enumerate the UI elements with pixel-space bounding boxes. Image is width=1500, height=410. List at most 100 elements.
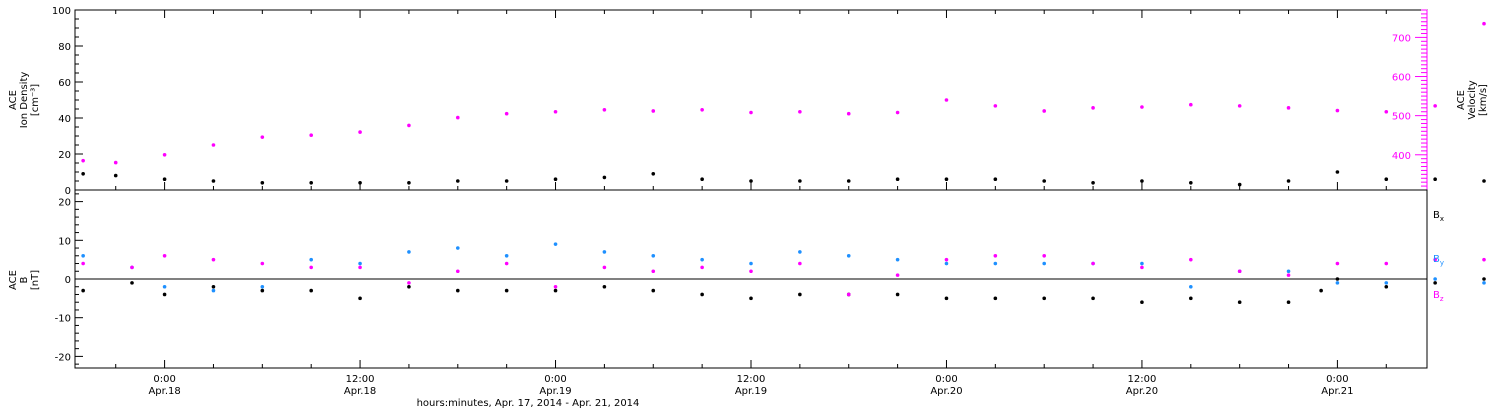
x-tick-date: Apr.20: [930, 386, 962, 397]
x-tick-date: Apr.19: [735, 386, 767, 397]
bx-point: [1189, 296, 1193, 301]
bz-point: [358, 265, 362, 270]
velocity-point: [700, 107, 704, 112]
density-tick-label: 80: [58, 42, 71, 53]
density-point: [1140, 179, 1144, 183]
by-point: [944, 261, 949, 266]
density-point: [211, 179, 216, 183]
density-tick-label: 100: [52, 6, 71, 17]
density-point: [309, 181, 313, 185]
density-tick-label: 60: [58, 78, 71, 89]
legend-bz-name: B: [1433, 290, 1440, 301]
bx-point: [1482, 277, 1486, 281]
density-point: [1042, 179, 1047, 183]
density-point: [113, 173, 118, 178]
bz-point: [846, 292, 851, 297]
bx-point: [749, 296, 753, 301]
density-point: [749, 179, 753, 183]
legend-by-name: B: [1433, 254, 1440, 265]
velocity-point: [1433, 104, 1437, 108]
legend-by-sub: y: [1440, 259, 1444, 267]
bz-point: [162, 253, 167, 258]
x-tick-date: Apr.19: [539, 386, 571, 397]
density-point: [651, 172, 656, 176]
x-tick-date: Apr.20: [1126, 386, 1158, 397]
bx-point: [358, 296, 362, 301]
density-point: [895, 177, 900, 181]
x-tick-time: 12:00: [346, 374, 375, 385]
density-label-line-1: ACE: [8, 90, 19, 110]
by-point: [846, 253, 851, 258]
x-tick-time: 0:00: [153, 374, 175, 385]
velocity-point: [1482, 21, 1486, 26]
density-tick-label: 20: [58, 150, 71, 161]
by-point: [993, 261, 998, 266]
by-point: [211, 288, 216, 293]
velocity-point: [211, 143, 216, 147]
velocity-point: [1042, 109, 1047, 113]
density-point: [504, 179, 509, 183]
legend-by: By: [1433, 254, 1444, 267]
density-point: [162, 177, 167, 181]
bx-point: [1091, 296, 1095, 301]
by-point: [1433, 277, 1437, 281]
velocity-point: [895, 110, 900, 115]
velocity-point: [1237, 104, 1242, 108]
velocity-point: [113, 160, 118, 165]
velocity-point: [749, 110, 753, 115]
density-axis-label: ACE Ion Density [cm⁻³]: [8, 72, 41, 129]
bz-point: [130, 265, 134, 270]
by-point: [1140, 261, 1144, 266]
bz-point: [944, 257, 949, 262]
bx-point: [1384, 284, 1389, 289]
velocity-label-line-1: ACE: [1456, 90, 1467, 110]
density-label-line-3: [cm⁻³]: [30, 84, 41, 116]
density-label-line-2: Ion Density: [19, 72, 30, 129]
by-point: [1189, 284, 1193, 289]
field-tick-label: -10: [55, 314, 71, 325]
bx-point: [309, 288, 313, 293]
bz-point: [602, 265, 607, 270]
density-point: [798, 179, 802, 183]
density-tick-label: 40: [58, 114, 71, 125]
velocity-point: [798, 109, 802, 114]
bx-point: [162, 292, 167, 297]
by-point: [1286, 269, 1291, 274]
x-tick-date: Apr.18: [344, 386, 376, 397]
bz-point: [1482, 257, 1486, 262]
velocity-point: [260, 135, 265, 139]
bz-point: [1091, 261, 1095, 266]
velocity-point: [455, 115, 460, 120]
x-tick-time: 12:00: [737, 374, 766, 385]
velocity-point: [1335, 108, 1340, 113]
field-label-line-2: B: [19, 276, 30, 283]
density-point: [1482, 179, 1486, 183]
by-point: [260, 284, 265, 289]
bx-point: [81, 288, 85, 293]
velocity-point: [81, 158, 85, 163]
bx-point: [1319, 288, 1323, 293]
bx-point: [130, 281, 134, 285]
bx-point: [602, 284, 607, 289]
velocity-tick-label: 400: [1392, 151, 1411, 162]
magnetic-field-panel: -20 -10 0 10 20: [55, 189, 1486, 369]
bz-point: [504, 261, 509, 266]
bx-point: [260, 288, 265, 293]
bz-point: [211, 257, 216, 262]
by-point: [651, 253, 656, 258]
x-axis-title: hours:minutes, Apr. 17, 2014 - Apr. 21, …: [417, 398, 640, 409]
density-point: [81, 172, 85, 176]
density-point: [1237, 182, 1242, 187]
velocity-point: [309, 133, 313, 138]
bx-point: [455, 288, 460, 293]
bz-point: [1335, 261, 1340, 266]
by-point: [749, 261, 753, 266]
velocity-label-line-3: [km/s]: [1478, 84, 1489, 116]
bz-point: [1384, 261, 1389, 266]
bx-point: [651, 288, 656, 293]
velocity-axis-label: ACE Velocity [km/s]: [1456, 80, 1489, 119]
bx-point: [1042, 296, 1047, 301]
density-point: [1189, 181, 1193, 185]
legend: Bx By Bz: [1433, 210, 1444, 303]
